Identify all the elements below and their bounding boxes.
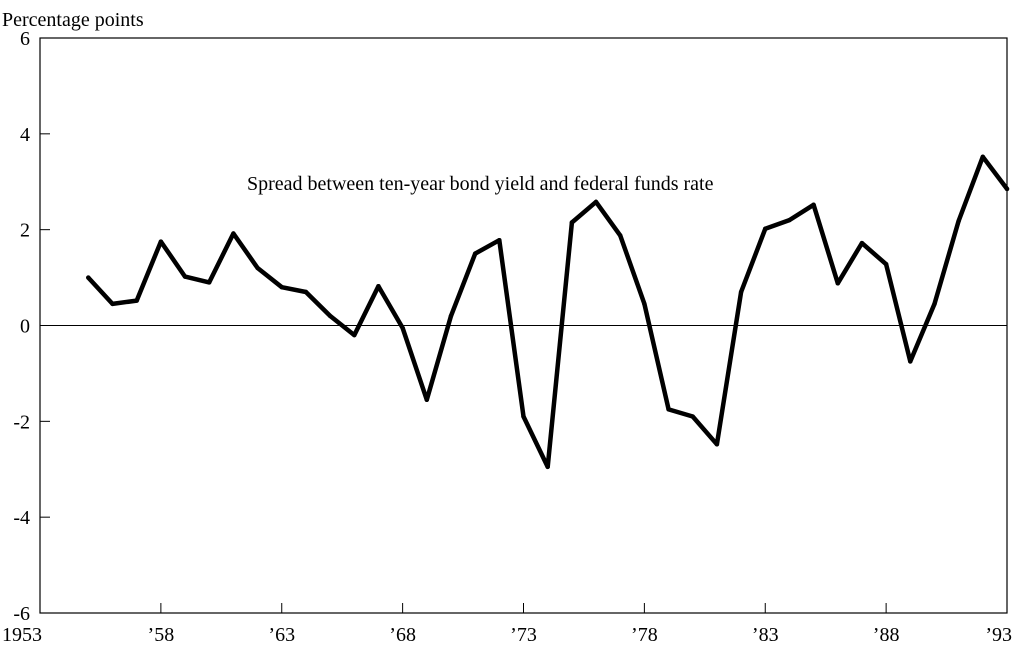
y-axis-label: Percentage points (2, 9, 144, 31)
data-point (352, 332, 357, 338)
data-point (883, 261, 889, 267)
x-tick-label: ’73 (510, 624, 537, 646)
data-point (618, 233, 623, 238)
data-point (521, 414, 526, 419)
data-point (908, 359, 913, 364)
x-tick-label: ’83 (752, 624, 779, 646)
data-point (110, 301, 115, 307)
data-point (932, 301, 937, 307)
data-point (303, 289, 309, 295)
x-tick-label: 1953 (2, 624, 42, 646)
x-tick-label: ’58 (148, 624, 175, 646)
data-point (158, 239, 164, 244)
data-point (859, 240, 865, 246)
data-point (835, 281, 840, 286)
data-point (569, 220, 575, 225)
x-tick-label: ’93 (985, 624, 1012, 646)
data-point (327, 313, 333, 319)
y-tick-label: -6 (13, 603, 30, 625)
data-point (593, 199, 599, 205)
data-point (424, 397, 429, 402)
data-point (738, 289, 744, 295)
data-point (472, 251, 478, 256)
x-tick-label: ’68 (389, 624, 416, 646)
data-point (207, 280, 212, 285)
data-point (545, 464, 550, 470)
x-tick-label: ’78 (631, 624, 658, 646)
data-point (956, 218, 961, 224)
data-point (497, 238, 502, 243)
x-tick-label: ’63 (268, 624, 295, 646)
data-point (642, 301, 647, 307)
data-point (980, 154, 986, 160)
data-point (763, 226, 768, 231)
series-line (86, 154, 1010, 470)
data-point (400, 325, 405, 331)
data-point (255, 265, 260, 271)
x-tick-label: ’88 (873, 624, 900, 646)
data-point (666, 407, 671, 412)
data-point (811, 202, 816, 207)
data-point (690, 414, 695, 419)
y-tick-label: 6 (20, 28, 30, 50)
y-tick-label: -2 (13, 411, 30, 433)
data-point (86, 275, 91, 280)
y-tick-label: 2 (20, 220, 30, 242)
data-point (134, 298, 139, 303)
data-point (714, 442, 720, 447)
data-point (787, 217, 792, 223)
plot-area-frame (39, 37, 1008, 614)
data-point (448, 313, 454, 319)
y-tick-label: 4 (20, 124, 30, 146)
data-point (231, 231, 236, 236)
data-point (376, 284, 381, 289)
data-point (279, 284, 284, 290)
y-tick-label: -4 (13, 507, 30, 529)
annotation-label: Spread between ten-year bond yield and f… (247, 173, 714, 195)
data-point (182, 274, 188, 279)
y-tick-label: 0 (20, 316, 30, 338)
